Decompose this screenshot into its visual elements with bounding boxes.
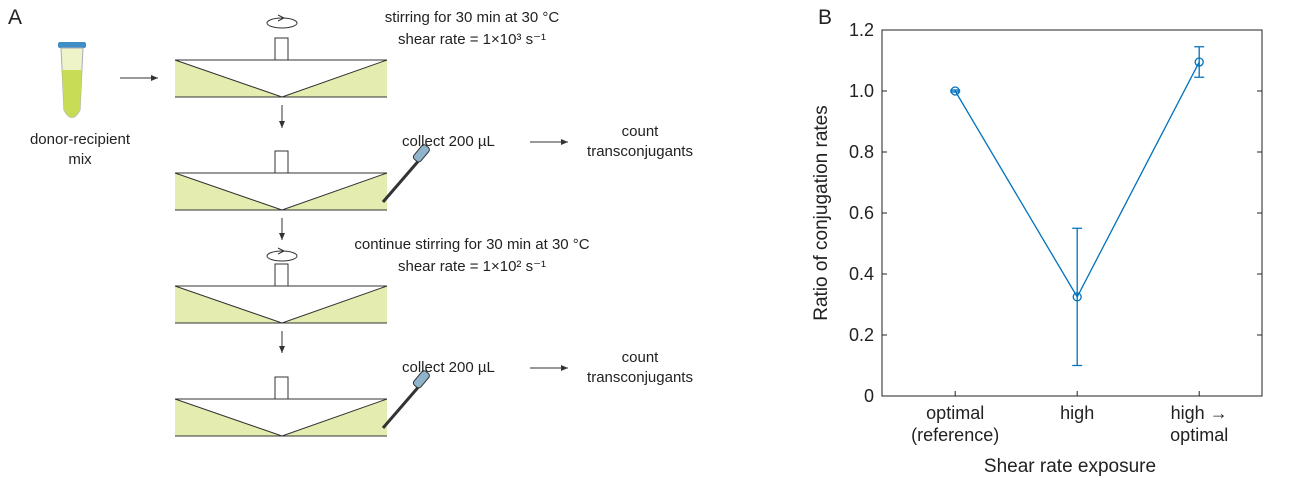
y-tick-label: 0.2 <box>848 325 874 345</box>
mix-label: donor-recipient mix <box>29 131 131 168</box>
collect-action: collect 200 µL <box>402 359 495 376</box>
step-text: continue stirring for 30 min at 30 °C <box>354 236 590 253</box>
tube <box>58 42 86 118</box>
panel-label: A <box>8 6 23 29</box>
arrows <box>120 75 568 371</box>
step-text: stirring for 30 min at 30 °C <box>384 9 560 26</box>
collect-result: count transconjugants <box>587 349 693 386</box>
y-tick-label: 0.8 <box>848 142 874 162</box>
panel-label: B <box>818 6 833 29</box>
error-bar <box>1194 46 1205 78</box>
x-tick-label: high → optimal <box>1170 403 1229 445</box>
y-tick-label: 0 <box>863 386 874 406</box>
step-shear: shear rate = 1×10³ s⁻¹ <box>398 31 546 48</box>
collect-result: count transconjugants <box>587 123 693 160</box>
x-tick-label: optimal (reference) <box>911 403 1000 445</box>
y-tick-label: 0.4 <box>848 264 874 284</box>
vessels <box>174 14 433 437</box>
y-axis-title: Ratio of conjugation rates <box>811 105 832 321</box>
x-axis-title: Shear rate exposure <box>983 456 1157 477</box>
step-shear: shear rate = 1×10² s⁻¹ <box>398 258 546 275</box>
plot-frame <box>881 29 1263 397</box>
marker <box>1072 292 1082 302</box>
y-tick-label: 1.2 <box>848 20 874 40</box>
marker <box>950 86 960 96</box>
collect-action: collect 200 µL <box>402 133 495 150</box>
y-tick-label: 0.6 <box>848 203 874 223</box>
x-tick-label: high <box>1060 403 1095 423</box>
y-tick-label: 1.0 <box>848 81 874 101</box>
error-bar <box>1072 227 1083 367</box>
marker <box>1194 57 1204 67</box>
